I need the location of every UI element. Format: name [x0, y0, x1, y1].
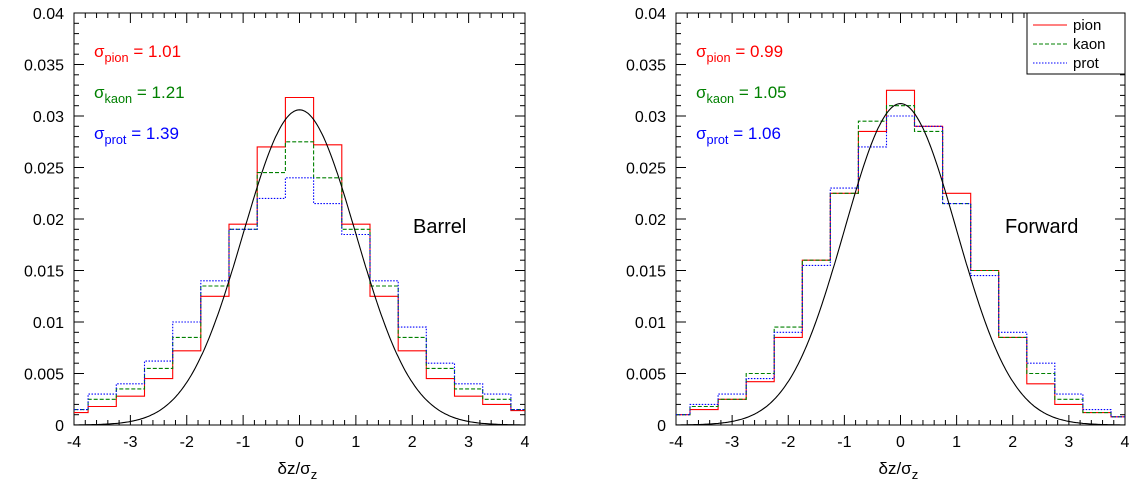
- y-tick-label: 0.03: [635, 109, 666, 126]
- y-tick-label: 0.01: [635, 315, 666, 332]
- x-tick-label: 2: [408, 434, 417, 451]
- x-axis-label-main: δz/σ: [278, 459, 312, 478]
- y-tick-label: 0.04: [635, 6, 666, 23]
- y-tick-label: 0.025: [626, 161, 666, 178]
- y-tick-label: 0.035: [626, 58, 666, 75]
- x-tick-label: 4: [1121, 434, 1130, 451]
- x-tick-label: 0: [896, 434, 905, 451]
- legend-box: [1026, 12, 1126, 75]
- sigma-annotation-kaon: σkaon = 1.21: [94, 83, 185, 106]
- sigma-annotation-pion-value: = 0.99: [731, 42, 783, 61]
- histogram-series-0: [74, 96, 525, 414]
- x-tick-label: -2: [781, 434, 795, 451]
- x-tick-label: 2: [1008, 434, 1017, 451]
- x-tick-label: 0: [295, 434, 304, 451]
- sigma-annotation-pion-subscript: pion: [105, 50, 129, 65]
- panel-label: Forward: [1005, 216, 1078, 238]
- histogram-series-2: [74, 177, 525, 411]
- x-tick-label: 3: [464, 434, 473, 451]
- x-tick-label: -3: [123, 434, 137, 451]
- sigma-annotation-prot: σprot = 1.06: [696, 124, 781, 147]
- sigma-annotation-kaon-value: = 1.21: [132, 83, 184, 102]
- sigma-annotation-prot-value: = 1.06: [728, 124, 780, 143]
- sigma-annotation-pion-subscript: pion: [707, 50, 731, 65]
- y-tick-label: 0.025: [24, 161, 64, 178]
- gaussian-fit-curve: [676, 103, 1125, 426]
- panel-label: Barrel: [413, 216, 466, 238]
- x-tick-label: -1: [837, 434, 851, 451]
- y-tick-label: 0.015: [24, 264, 64, 281]
- sigma-annotation-prot-value: = 1.39: [126, 124, 178, 143]
- x-axis-label-subscript: z: [311, 467, 318, 482]
- y-tick-label: 0.02: [33, 212, 64, 229]
- x-tick-label: 1: [351, 434, 360, 451]
- forward-panel: -4 -3 -2 -1 0 1 2 3 4 0 0.005 0.01 0.015 0.02 0.025 0.0…: [626, 6, 1130, 482]
- x-axis-label: δz/σz: [879, 459, 919, 482]
- sigma-annotation-pion: σpion = 0.99: [696, 42, 783, 65]
- x-tick-label: -3: [725, 434, 739, 451]
- x-tick-label: 3: [1064, 434, 1073, 451]
- x-tick-label: -4: [669, 434, 683, 451]
- sigma-annotation-prot-subscript: prot: [707, 132, 729, 147]
- sigma-annotation-kaon: σkaon = 1.05: [696, 83, 787, 106]
- x-tick-label: -4: [67, 434, 81, 451]
- histogram-series-1: [676, 105, 1125, 418]
- plot-area: [676, 89, 1125, 426]
- plot-area: [74, 96, 525, 426]
- y-tick-label: 0.03: [33, 109, 64, 126]
- x-axis-label-main: δz/σ: [879, 459, 913, 478]
- y-tick-label: 0: [657, 418, 666, 435]
- x-tick-label: -2: [180, 434, 194, 451]
- x-axis-label: δz/σz: [278, 459, 318, 482]
- sigma-annotation-prot-symbol: σ: [94, 124, 105, 143]
- sigma-annotation-prot-subscript: prot: [105, 132, 127, 147]
- y-tick-label: 0.005: [626, 367, 666, 384]
- sigma-annotation-kaon-value: = 1.05: [734, 83, 786, 102]
- sigma-annotation-kaon-symbol: σ: [696, 83, 707, 102]
- y-tick-label: 0.04: [33, 6, 64, 23]
- sigma-annotation-prot-symbol: σ: [696, 124, 707, 143]
- y-tick-label: 0.005: [24, 367, 64, 384]
- y-tick-label: 0: [55, 418, 64, 435]
- sigma-annotation-pion-symbol: σ: [696, 42, 707, 61]
- y-tick-label: 0.02: [635, 212, 666, 229]
- legend-label-pion: pion: [1073, 17, 1101, 34]
- histogram-series-2: [676, 115, 1125, 418]
- gaussian-fit-curve: [74, 109, 525, 426]
- y-tick-label: 0.015: [626, 264, 666, 281]
- sigma-annotation-pion: σpion = 1.01: [94, 42, 181, 65]
- legend-label-kaon: kaon: [1073, 36, 1106, 53]
- y-tick-label: 0.01: [33, 315, 64, 332]
- sigma-annotation-kaon-subscript: kaon: [105, 91, 133, 106]
- sigma-annotation-kaon-subscript: kaon: [707, 91, 735, 106]
- sigma-annotation-prot: σprot = 1.39: [94, 124, 179, 147]
- sigma-annotation-kaon-symbol: σ: [94, 83, 105, 102]
- x-tick-label: 1: [952, 434, 961, 451]
- barrel-panel: -4 -3 -2 -1 0 1 2 3 4 0 0.005 0.01 0.015 0.02 0.025 0.0…: [24, 6, 530, 482]
- x-axis-label-subscript: z: [912, 467, 919, 482]
- y-tick-label: 0.035: [24, 58, 64, 75]
- sigma-annotation-pion-symbol: σ: [94, 42, 105, 61]
- legend-label-prot: prot: [1073, 55, 1100, 72]
- x-tick-label: 4: [521, 434, 530, 451]
- x-tick-label: -1: [236, 434, 250, 451]
- sigma-annotation-pion-value: = 1.01: [129, 42, 181, 61]
- histogram-series-1: [74, 141, 525, 411]
